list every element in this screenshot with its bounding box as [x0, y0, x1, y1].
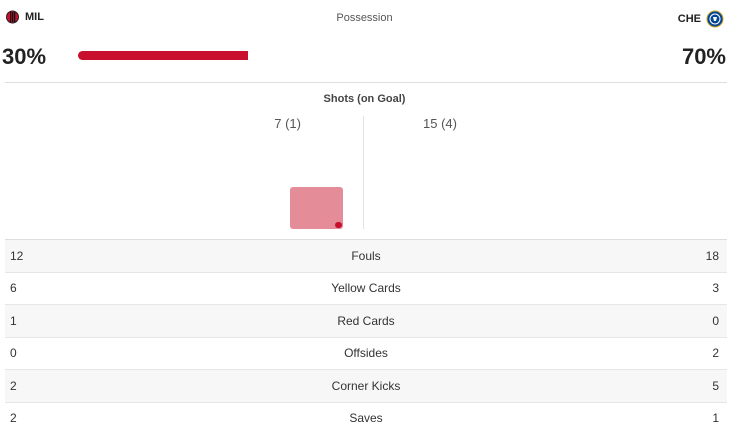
away-possession-percent: 70% [682, 44, 726, 70]
stat-label: Offsides [5, 346, 727, 360]
stat-home-value: 0 [10, 346, 17, 360]
stat-away-value: 0 [712, 314, 719, 328]
shots-title: Shots (on Goal) [0, 93, 729, 105]
possession-bar [78, 51, 248, 60]
divider [5, 82, 727, 83]
stat-row: 2 Corner Kicks 5 [5, 370, 727, 403]
home-possession-percent: 30% [2, 44, 46, 70]
stat-row: 2 Saves 1 [5, 403, 727, 434]
stat-label: Fouls [5, 249, 727, 263]
stat-away-value: 1 [712, 411, 719, 425]
stat-label: Corner Kicks [5, 379, 727, 393]
stat-row: 0 Offsides 2 [5, 338, 727, 371]
away-shots-value: 15 (4) [423, 116, 457, 131]
stat-row: 12 Fouls 18 [5, 240, 727, 273]
away-team-abbr: CHE [678, 13, 701, 25]
chelsea-crest-icon [706, 10, 724, 28]
stat-away-value: 5 [712, 379, 719, 393]
stat-row: 1 Red Cards 0 [5, 305, 727, 338]
possession-bar-home-fill [78, 51, 248, 60]
possession-title: Possession [0, 12, 729, 24]
stat-away-value: 18 [706, 249, 719, 263]
home-shots-on-goal-marker [335, 222, 342, 228]
away-team[interactable]: CHE [678, 10, 724, 28]
stat-away-value: 2 [712, 346, 719, 360]
stat-home-value: 12 [10, 249, 23, 263]
stat-label: Saves [5, 411, 727, 425]
stat-away-value: 3 [712, 281, 719, 295]
stat-home-value: 6 [10, 281, 17, 295]
shots-divider [363, 116, 364, 229]
stats-table: 12 Fouls 18 6 Yellow Cards 3 1 Red Cards… [5, 240, 727, 434]
stat-home-value: 2 [10, 379, 17, 393]
stat-home-value: 2 [10, 411, 17, 425]
home-shots-value: 7 (1) [274, 116, 301, 131]
stat-label: Yellow Cards [5, 281, 727, 295]
home-shots-box [290, 187, 343, 229]
stat-row: 6 Yellow Cards 3 [5, 273, 727, 306]
stat-label: Red Cards [5, 314, 727, 328]
stat-home-value: 1 [10, 314, 17, 328]
